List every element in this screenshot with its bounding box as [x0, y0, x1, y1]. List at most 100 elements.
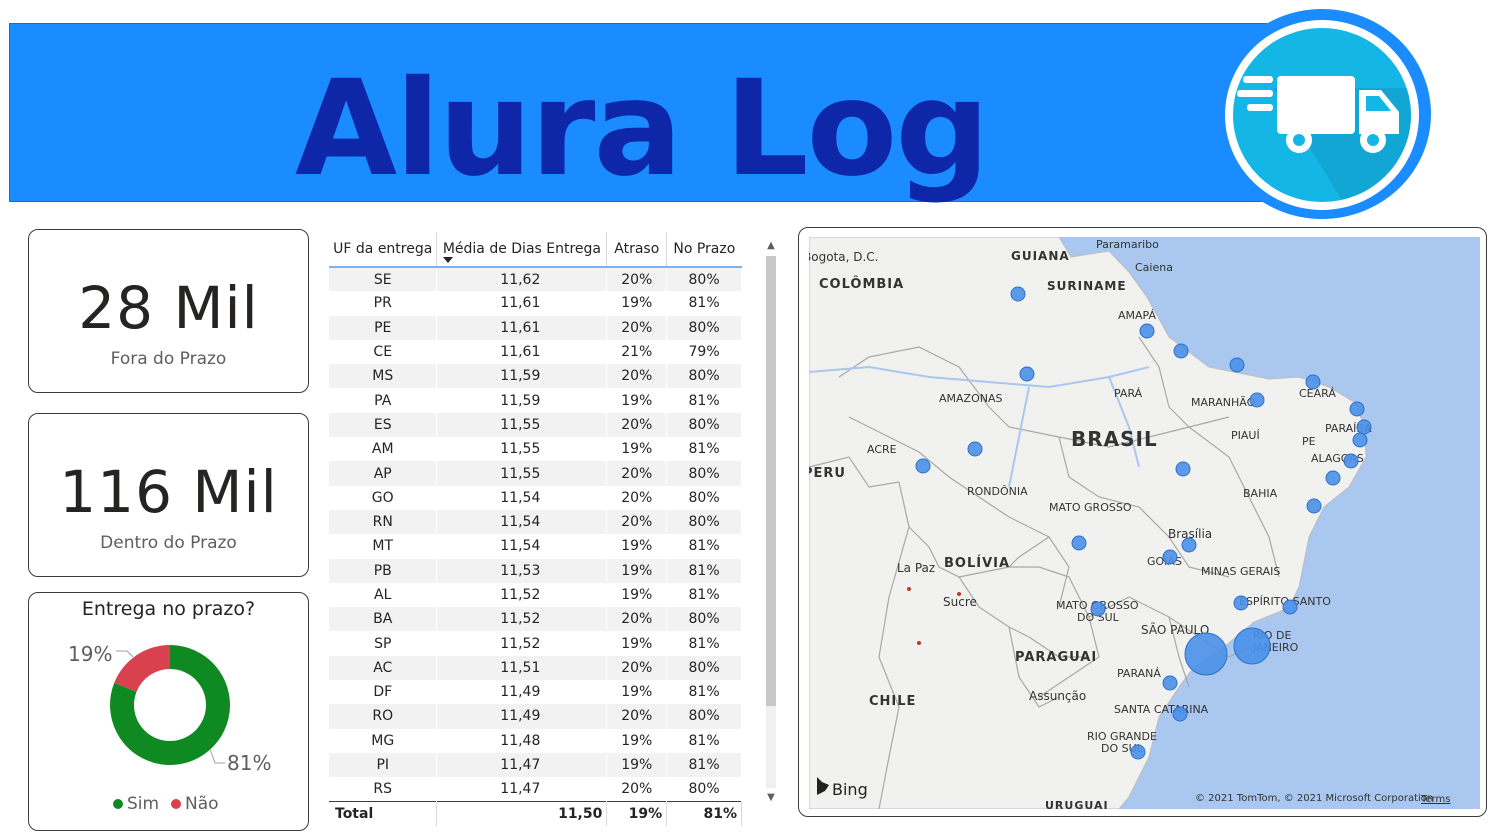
map-label: AMAZONAS	[939, 392, 1002, 405]
map-view[interactable]: Bogota, D.C. COLÔMBIA GUIANA Paramaribo Caie…	[809, 237, 1480, 809]
table-row[interactable]: RS 11,47 20% 80%	[329, 777, 742, 802]
column-header-on-time[interactable]: No Prazo	[666, 232, 742, 268]
map-label: RONDÔNIA	[967, 485, 1028, 498]
scroll-up-icon[interactable]: ▲	[767, 240, 775, 251]
map-bubble[interactable]	[1173, 343, 1189, 359]
legend-item-no[interactable]: Não	[171, 794, 219, 814]
map-bubble[interactable]	[1175, 461, 1191, 477]
table-row[interactable]: GO 11,54 20% 80%	[329, 485, 742, 510]
map-bubble[interactable]	[1139, 323, 1155, 339]
table-row[interactable]: PI 11,47 19% 81%	[329, 752, 742, 778]
sort-descending-icon[interactable]	[443, 257, 454, 263]
map-bubble[interactable]	[1130, 744, 1146, 760]
map-bubble[interactable]	[1349, 401, 1365, 417]
map-bubble[interactable]	[1010, 286, 1026, 302]
map-bubbles[interactable]	[915, 286, 1372, 760]
delivery-truck-icon	[1237, 76, 1411, 202]
legend-label-no: Não	[185, 794, 219, 814]
donut-slice-no[interactable]	[114, 645, 170, 692]
table-row[interactable]: MS 11,59 20% 80%	[329, 364, 742, 389]
table-scrollbar[interactable]: ▲ ▼	[764, 236, 778, 808]
donut-chart[interactable]: 19% 81%	[29, 593, 310, 832]
cell-late: 21%	[606, 339, 668, 365]
map-bubble[interactable]	[1233, 595, 1249, 611]
cell-on-time: 80%	[666, 364, 742, 389]
table-row[interactable]: PB 11,53 19% 81%	[329, 558, 742, 583]
donut-chart-card[interactable]: Entrega no prazo? 19% 81% Sim Não	[28, 592, 309, 831]
map-bubble[interactable]	[1282, 599, 1298, 615]
table-header-row: UF da entrega Média de Dias Entrega Atra…	[329, 232, 742, 268]
map-bubble[interactable]	[1090, 601, 1106, 617]
map-label: SANTA CATARINA	[1114, 703, 1209, 716]
map-label: PIAUÍ	[1231, 429, 1260, 442]
cell-avg-days: 11,47	[436, 777, 608, 802]
table-row[interactable]: RO 11,49 20% 80%	[329, 704, 742, 729]
map-card[interactable]: Bogota, D.C. COLÔMBIA GUIANA Paramaribo Caie…	[798, 227, 1487, 817]
kpi-value-ontime: 116 Mil	[59, 458, 278, 526]
table-row[interactable]: PE 11,61 20% 80%	[329, 315, 742, 340]
map-bubble[interactable]	[1162, 549, 1178, 565]
delivery-table[interactable]: UF da entrega Média de Dias Entrega Atra…	[329, 232, 742, 830]
cell-uf: PI	[329, 752, 438, 778]
map-bubble[interactable]	[1343, 453, 1359, 469]
column-header-uf[interactable]: UF da entrega	[329, 232, 438, 268]
kpi-card-late[interactable]: 28 Mil Fora do Prazo	[28, 229, 309, 393]
donut-slice-yes[interactable]	[110, 645, 230, 765]
map-bubble[interactable]	[1019, 366, 1035, 382]
column-header-avg-days[interactable]: Média de Dias Entrega	[436, 232, 608, 268]
map-bubble[interactable]	[1352, 432, 1368, 448]
cell-uf: RS	[329, 777, 438, 802]
map-label: Caiena	[1135, 261, 1173, 274]
map-label: BOLÍVIA	[944, 555, 1010, 571]
cell-avg-days: 11,49	[436, 680, 608, 705]
cell-uf: ES	[329, 412, 438, 438]
map-bubble[interactable]	[1071, 535, 1087, 551]
table-row[interactable]: AM 11,55 19% 81%	[329, 437, 742, 462]
map-bubble[interactable]	[1305, 374, 1321, 390]
map-bubble[interactable]	[915, 458, 931, 474]
map-bubble[interactable]	[1229, 357, 1245, 373]
map-bubble[interactable]	[967, 441, 983, 457]
legend-label-yes: Sim	[127, 794, 160, 814]
scroll-down-icon[interactable]: ▼	[767, 792, 775, 803]
cell-uf: RN	[329, 509, 438, 535]
table-row[interactable]: PR 11,61 19% 81%	[329, 291, 742, 316]
total-on-time: 81%	[666, 801, 742, 826]
kpi-value-late: 28 Mil	[78, 274, 259, 342]
map-terms-link[interactable]: Terms	[1420, 794, 1450, 805]
cell-late: 19%	[606, 534, 668, 559]
map-bubble[interactable]	[1181, 537, 1197, 553]
legend-item-yes[interactable]: Sim	[113, 794, 159, 814]
table-row[interactable]: PA 11,59 19% 81%	[329, 388, 742, 413]
map-bubble[interactable]	[1249, 392, 1265, 408]
kpi-card-ontime[interactable]: 116 Mil Dentro do Prazo	[28, 413, 309, 577]
table-row[interactable]: MG 11,48 19% 81%	[329, 728, 742, 753]
table-row[interactable]: SP 11,52 19% 81%	[329, 631, 742, 656]
table-row[interactable]: AP 11,55 20% 80%	[329, 461, 742, 486]
table-row[interactable]: AL 11,52 19% 81%	[329, 582, 742, 608]
map-bubble[interactable]	[1162, 675, 1178, 691]
table-row[interactable]: SE 11,62 20% 80%	[329, 267, 742, 292]
table-row[interactable]: BA 11,52 20% 80%	[329, 607, 742, 632]
table-row[interactable]: MT 11,54 19% 81%	[329, 534, 742, 559]
map-bubble[interactable]	[1325, 470, 1341, 486]
table-row[interactable]: DF 11,49 19% 81%	[329, 680, 742, 705]
map-label: Paramaribo	[1096, 238, 1159, 251]
map-bubble[interactable]	[1184, 632, 1228, 676]
scroll-thumb[interactable]	[766, 256, 776, 706]
map-canvas[interactable]: Bogota, D.C. COLÔMBIA GUIANA Paramaribo Caie…	[809, 237, 1480, 809]
map-bubble[interactable]	[1233, 627, 1271, 665]
map-bubble[interactable]	[1172, 706, 1188, 722]
cell-uf: PA	[329, 388, 438, 413]
table-row[interactable]: ES 11,55 20% 80%	[329, 412, 742, 438]
map-bubble[interactable]	[1306, 498, 1322, 514]
map-label: ACRE	[867, 443, 897, 456]
total-label: Total	[329, 801, 438, 826]
table-row[interactable]: RN 11,54 20% 80%	[329, 509, 742, 535]
map-bubble[interactable]	[1356, 419, 1372, 435]
cell-late: 19%	[606, 582, 668, 608]
table-row[interactable]: CE 11,61 21% 79%	[329, 339, 742, 365]
cell-uf: AM	[329, 437, 438, 462]
table-row[interactable]: AC 11,51 20% 80%	[329, 655, 742, 681]
column-header-late[interactable]: Atraso	[606, 232, 668, 268]
